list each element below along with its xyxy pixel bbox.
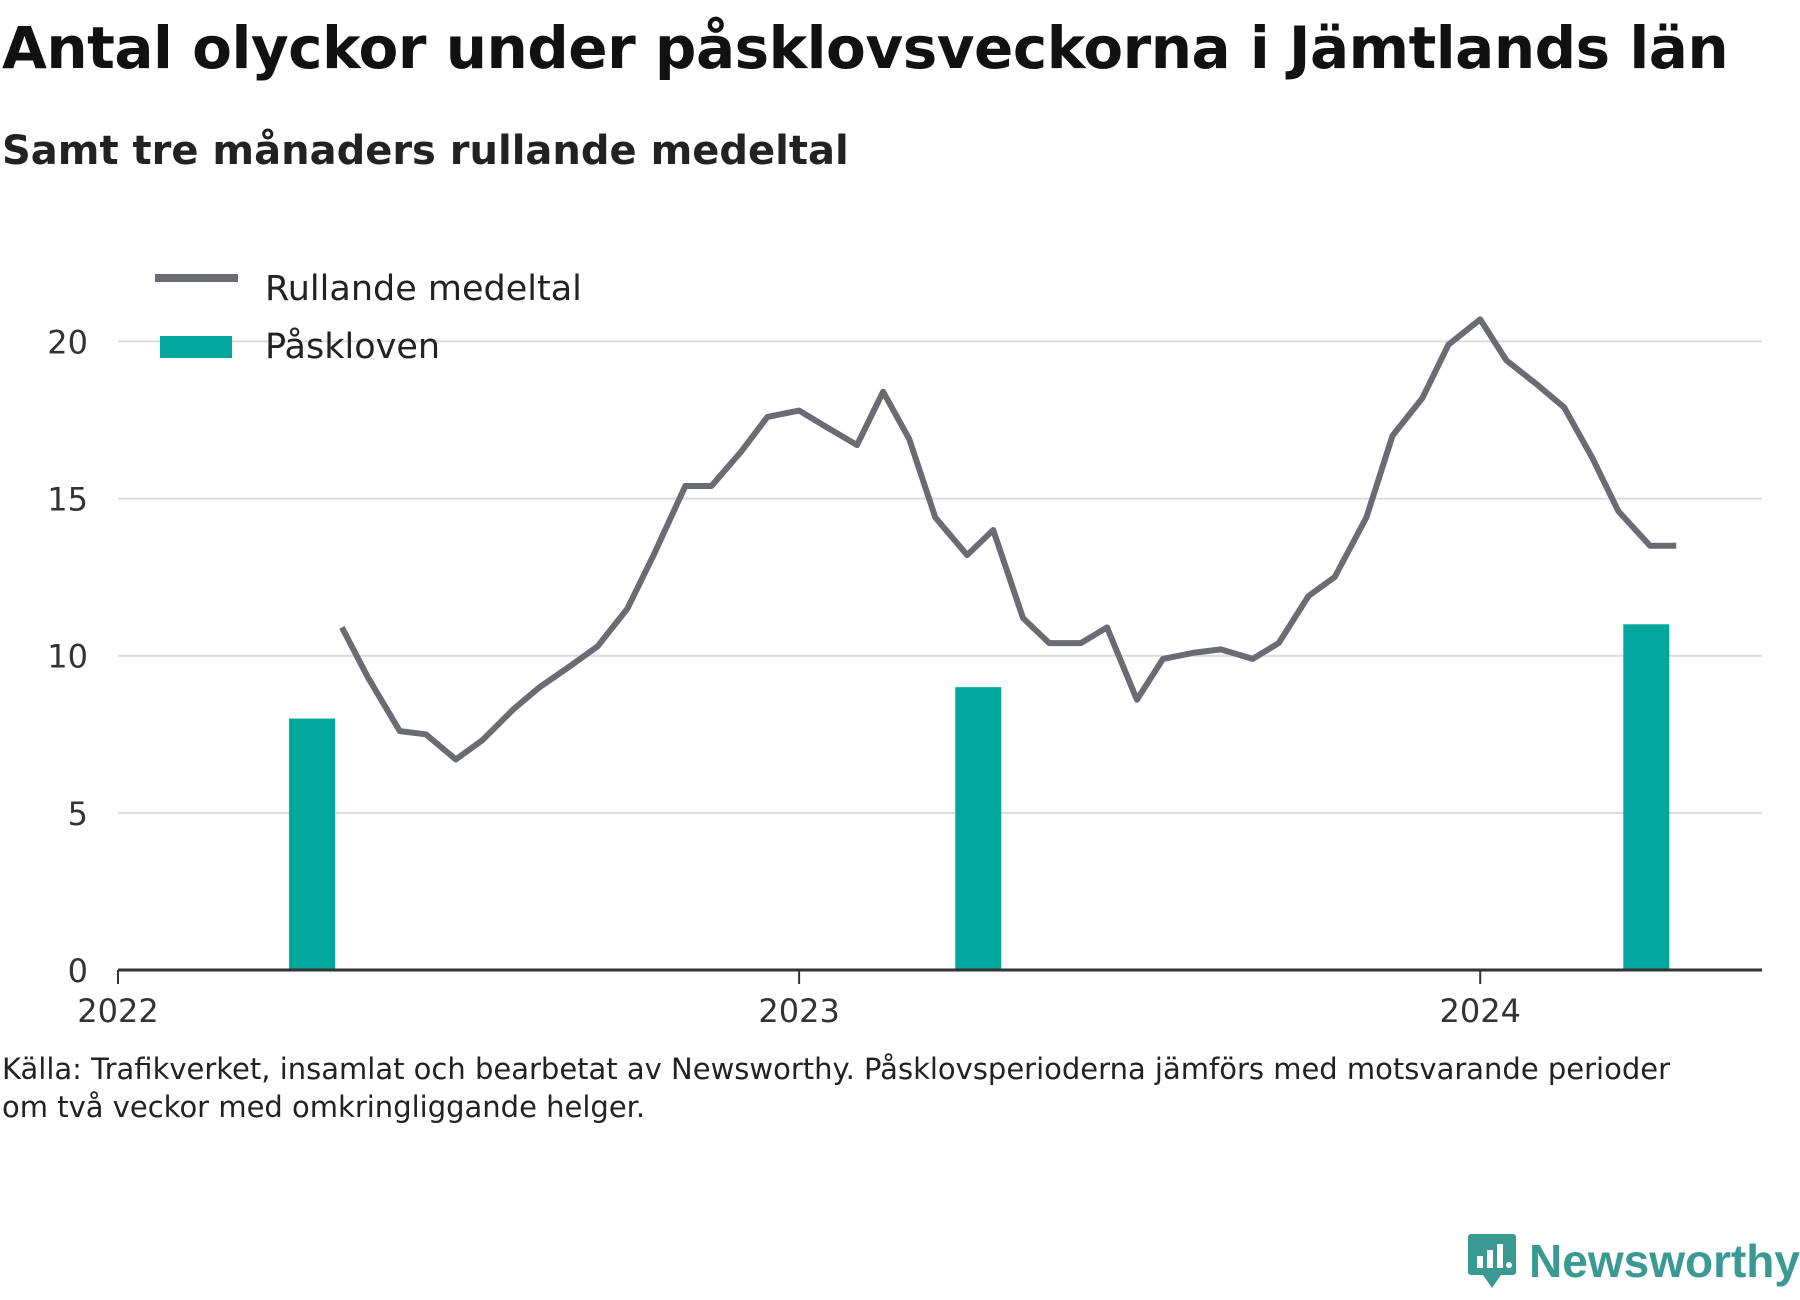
x-tick-label-2023: 2023 xyxy=(758,992,839,1030)
x-tick-label-2022: 2022 xyxy=(77,992,158,1030)
axes: 0 5 10 15 20 2022 2023 2024 xyxy=(47,323,1762,1030)
chart-subtitle: Samt tre månaders rullande medeltal xyxy=(2,128,849,174)
grid-lines xyxy=(118,340,1762,814)
bar-paskloven-0 xyxy=(289,718,336,970)
y-tick-label-20: 20 xyxy=(47,323,88,361)
legend: Rullande medeltal Påskloven xyxy=(150,230,602,367)
source-line-2: om två veckor med omkringliggande helger… xyxy=(2,1090,646,1124)
chart: 0 5 10 15 20 2022 2023 2024 Rullande medeltal På… xyxy=(47,230,1762,1030)
bar-paskloven-2 xyxy=(1623,624,1670,970)
legend-label-paskloven: Påskloven xyxy=(265,326,440,367)
bar-series-paskloven xyxy=(289,624,1670,970)
legend-swatch-bar xyxy=(160,336,232,358)
chart-title: Antal olyckor under påsklovsveckorna i J… xyxy=(2,14,1729,82)
source-note: Källa: Trafikverket, insamlat och bearbe… xyxy=(2,1050,1702,1126)
line-path-rullande-medeltal xyxy=(339,316,1677,763)
y-tick-label-15: 15 xyxy=(47,481,88,519)
y-tick-label-10: 10 xyxy=(47,638,88,676)
newsworthy-logo: Newsworthy xyxy=(1467,1232,1800,1290)
legend-label-rullande-medeltal: Rullande medeltal xyxy=(265,269,582,309)
newsworthy-logo-text: Newsworthy xyxy=(1529,1235,1800,1287)
line-series-rullande-medeltal xyxy=(339,316,1677,763)
bar-paskloven-1 xyxy=(955,687,1002,970)
source-line-1: Källa: Trafikverket, insamlat och bearbe… xyxy=(2,1052,1671,1086)
y-tick-label-5: 5 xyxy=(68,795,88,833)
newsworthy-logo-icon xyxy=(1468,1234,1517,1288)
x-tick-label-2024: 2024 xyxy=(1440,992,1521,1030)
y-tick-label-0: 0 xyxy=(68,952,88,990)
